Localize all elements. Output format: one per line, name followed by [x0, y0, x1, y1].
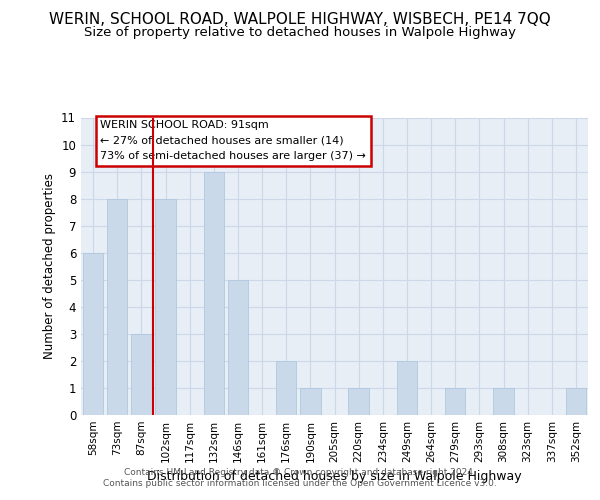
Bar: [227, 280, 248, 415]
Text: Contains HM Land Registry data © Crown copyright and database right 2024.
Contai: Contains HM Land Registry data © Crown c…: [103, 468, 497, 487]
Text: Size of property relative to detached houses in Walpole Highway: Size of property relative to detached ho…: [84, 26, 516, 39]
Text: WERIN SCHOOL ROAD: 91sqm
← 27% of detached houses are smaller (14)
73% of semi-d: WERIN SCHOOL ROAD: 91sqm ← 27% of detach…: [100, 120, 366, 162]
Bar: [131, 334, 152, 415]
Bar: [203, 172, 224, 415]
Bar: [276, 361, 296, 415]
Bar: [155, 198, 176, 415]
Text: WERIN, SCHOOL ROAD, WALPOLE HIGHWAY, WISBECH, PE14 7QQ: WERIN, SCHOOL ROAD, WALPOLE HIGHWAY, WIS…: [49, 12, 551, 28]
X-axis label: Distribution of detached houses by size in Walpole Highway: Distribution of detached houses by size …: [147, 470, 522, 484]
Bar: [83, 252, 103, 415]
Bar: [107, 198, 127, 415]
Bar: [445, 388, 466, 415]
Y-axis label: Number of detached properties: Number of detached properties: [43, 174, 56, 359]
Bar: [349, 388, 369, 415]
Bar: [397, 361, 417, 415]
Bar: [493, 388, 514, 415]
Bar: [566, 388, 586, 415]
Bar: [300, 388, 320, 415]
